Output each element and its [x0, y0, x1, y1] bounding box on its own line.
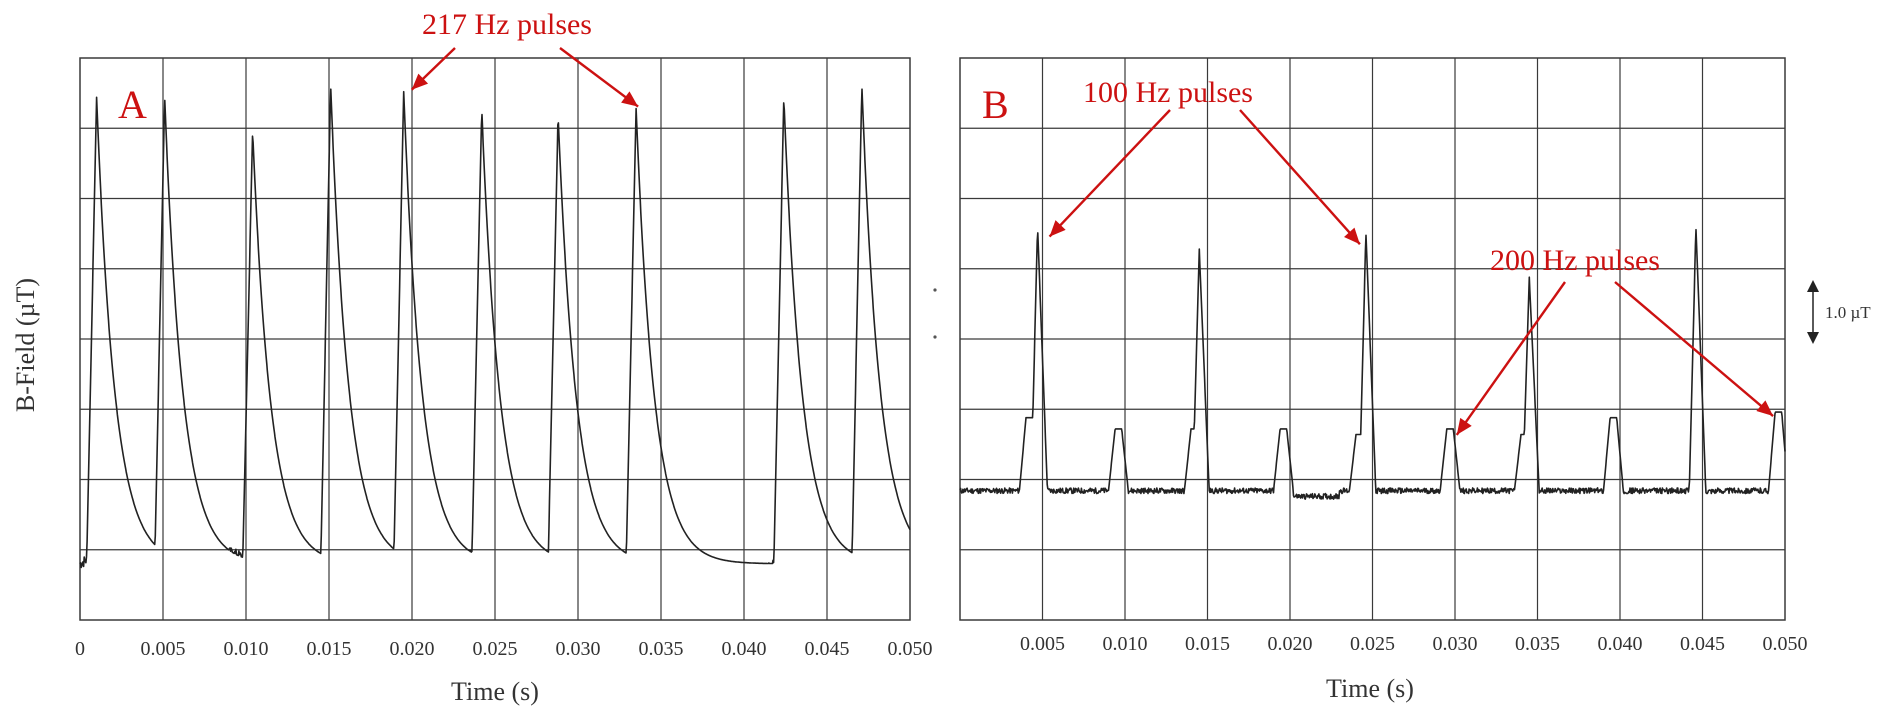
x-tick-label: 0: [75, 638, 85, 660]
panel-b-x-axis-label: Time (s): [1326, 674, 1414, 703]
x-tick-label: 0.015: [307, 638, 352, 660]
x-tick-label: 0.035: [639, 638, 684, 660]
panel-b-annotation-arrows: [1048, 109, 1774, 436]
x-tick-label: 0.020: [390, 638, 435, 660]
panel-a-annotation: 217 Hz pulses: [422, 8, 592, 41]
y-axis-label: B-Field (µT): [11, 278, 40, 412]
panel-b-trace: [959, 228, 1786, 500]
scale-bar-label: 1.0 µT: [1825, 303, 1871, 322]
x-tick-label: 0.030: [1433, 633, 1478, 655]
annotation-arrow-line: [1455, 281, 1566, 436]
panel-a-trace: [79, 88, 911, 569]
x-tick-label: 0.050: [1763, 633, 1808, 655]
annotation-arrow-line: [1614, 281, 1774, 417]
separator-dot-1: [933, 288, 937, 292]
x-tick-label: 0.030: [556, 638, 601, 660]
scale-bar-arrow-down: [1807, 332, 1819, 344]
annotation-arrow-head: [1456, 417, 1472, 435]
panel-b-label: B: [982, 82, 1009, 127]
scale-bar: 1.0 µT: [1807, 280, 1871, 344]
x-tick-label: 0.015: [1185, 633, 1230, 655]
x-tick-label: 0.025: [1350, 633, 1395, 655]
x-tick-label: 0.010: [1103, 633, 1148, 655]
panel-b-grid: [960, 58, 1785, 620]
annotation-arrow-head: [411, 73, 429, 90]
annotation-arrow-head: [1756, 400, 1774, 417]
panel-b-x-ticks: 0.005 0.010 0.015 0.020 0.025 0.030 0.035 0.040…: [1020, 633, 1808, 655]
panel-a-x-ticks: 0 0.005 0.010 0.015 0.020 0.025 0.030 0.035 0.04…: [75, 638, 933, 660]
x-tick-label: 0.040: [722, 638, 767, 660]
annotation-arrow-line: [559, 47, 639, 108]
x-tick-label: 0.040: [1598, 633, 1643, 655]
panel-b-annotation-100hz: 100 Hz pulses: [1083, 76, 1253, 109]
panel-a-x-axis-label: Time (s): [451, 677, 539, 706]
panel-b: 0.005 0.010 0.015 0.020 0.025 0.030 0.035 0.040…: [959, 57, 1808, 703]
x-tick-label: 0.005: [141, 638, 186, 660]
panel-a-annotation-arrows: [410, 47, 639, 108]
x-tick-label: 0.045: [1680, 633, 1725, 655]
panel-a-label: A: [118, 82, 147, 127]
x-tick-label: 0.025: [473, 638, 518, 660]
x-tick-label: 0.045: [805, 638, 850, 660]
x-tick-label: 0.035: [1515, 633, 1560, 655]
x-tick-label: 0.050: [888, 638, 933, 660]
scale-bar-arrow-up: [1807, 280, 1819, 292]
panel-b-annotation-200hz: 200 Hz pulses: [1490, 244, 1660, 277]
x-tick-label: 0.010: [224, 638, 269, 660]
panel-a: 0 0.005 0.010 0.015 0.020 0.025 0.030 0.035 0.04…: [75, 8, 933, 706]
annotation-arrow-head: [621, 91, 639, 107]
separator-dot-2: [933, 335, 937, 339]
annotation-arrow-head: [1344, 227, 1360, 245]
annotation-arrow-head: [1049, 220, 1066, 237]
x-tick-label: 0.020: [1268, 633, 1313, 655]
annotation-arrow-line: [1239, 109, 1361, 246]
annotation-arrow-line: [1048, 109, 1171, 238]
x-tick-label: 0.005: [1020, 633, 1065, 655]
